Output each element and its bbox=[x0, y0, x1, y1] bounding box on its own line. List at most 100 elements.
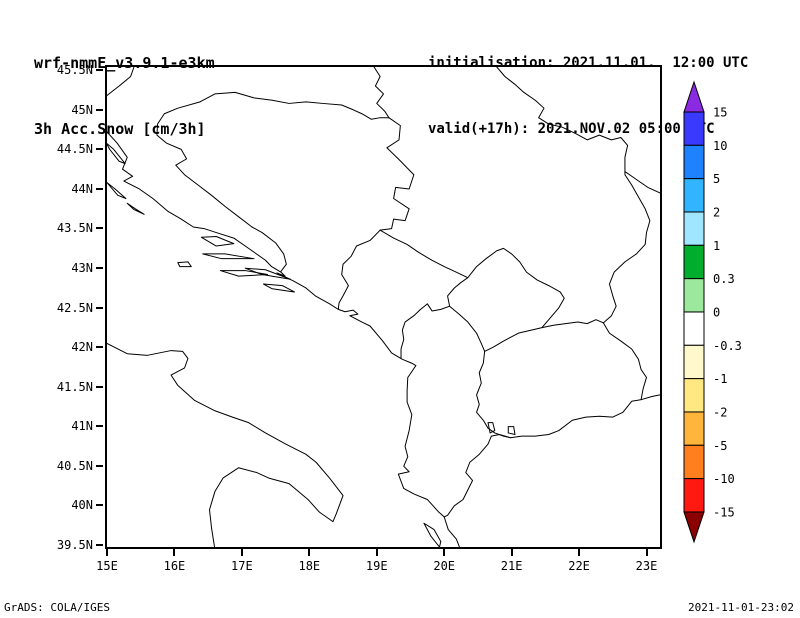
lat-tick-mark bbox=[96, 108, 103, 111]
island-hvar bbox=[203, 254, 254, 259]
lat-tick-label: 40N bbox=[71, 498, 93, 513]
colorbar-label: 2 bbox=[713, 205, 720, 219]
map-svg bbox=[107, 67, 660, 547]
colorbar-label: -2 bbox=[713, 405, 727, 419]
map-plot-area: 45.5N 45N 44.5N 44N 43.5N 43N 42.5N 42N 41.5N 41N… bbox=[57, 63, 662, 573]
lon-tick-label: 15E bbox=[96, 559, 118, 573]
lat-tick-label: 45N bbox=[71, 102, 93, 117]
lat-tick-mark bbox=[96, 148, 103, 151]
border-croatia-bosnia-west bbox=[157, 102, 286, 272]
creation-timestamp: 2021-11-01-23:02 bbox=[688, 601, 794, 614]
border-montenegro-albania bbox=[401, 304, 450, 359]
island-korcula bbox=[220, 271, 267, 277]
border-macedonia-greece bbox=[510, 400, 641, 438]
border-croatia-serbia-danube bbox=[374, 67, 389, 118]
lat-tick-label: 45.5N bbox=[56, 63, 93, 78]
colorbar-segment bbox=[683, 444, 705, 480]
lake-ohrid bbox=[488, 423, 495, 433]
border-bulgaria-macedonia bbox=[603, 323, 646, 400]
colorbar-segment bbox=[683, 378, 705, 413]
colorbar-label: 5 bbox=[713, 172, 720, 186]
border-albania-greece bbox=[444, 435, 510, 517]
lat-tick-label: 44.5N bbox=[56, 142, 93, 157]
lat-tick-mark bbox=[96, 227, 103, 230]
lon-tick-mark bbox=[106, 549, 108, 556]
lat-tick-label: 41.5N bbox=[56, 379, 93, 394]
lon-tick-mark bbox=[443, 549, 446, 556]
colorbar-segment bbox=[683, 411, 705, 446]
plot-time-block: initialisation: 2021.11.01. 12:00 UTC va… bbox=[428, 8, 748, 184]
plot-title-block: wrf-nmmE_v3.9.1-e3km 3h Acc.Snow [cm/3h] bbox=[34, 8, 215, 184]
colorbar-label: -5 bbox=[713, 439, 727, 453]
valid-time: valid(+17h): 2021.NOV.02 05:00 UTC bbox=[428, 121, 715, 137]
colorbar-segment bbox=[683, 344, 705, 380]
island-dugi-otok bbox=[107, 183, 126, 199]
lat-tick-mark bbox=[96, 504, 103, 507]
lon-tick-mark bbox=[308, 549, 311, 556]
lat-tick-label: 43N bbox=[71, 261, 93, 276]
colorbar-label: 0.3 bbox=[713, 272, 735, 286]
colorbar: 15 10 5 2 1 0.3 0 -0.3 -1 -2 -5 -10 -15 bbox=[683, 80, 742, 544]
coastline-east-adriatic bbox=[107, 132, 460, 547]
border-bosnia-montenegro bbox=[338, 230, 380, 309]
lon-tick-label: 22E bbox=[568, 559, 590, 573]
lon-tick-mark bbox=[510, 549, 513, 556]
lon-tick-label: 20E bbox=[433, 559, 456, 573]
colorbar-label: -15 bbox=[713, 505, 735, 519]
colorbar-segment bbox=[683, 244, 705, 280]
init-time: initialisation: 2021.11.01. 12:00 UTC bbox=[428, 55, 749, 71]
lat-tick-label: 43.5N bbox=[56, 221, 93, 236]
lat-tick-mark bbox=[96, 267, 103, 270]
colorbar-segment bbox=[683, 311, 705, 346]
colorbar-label: 10 bbox=[713, 139, 727, 153]
colorbar-label: -1 bbox=[713, 372, 727, 386]
colorbar-label: 15 bbox=[713, 106, 727, 120]
lat-tick-label: 44N bbox=[71, 181, 93, 196]
lat-tick-mark bbox=[96, 187, 103, 190]
border-serbia-romania-danube bbox=[497, 67, 660, 193]
grads-stamp: GrADS: COLA/IGES bbox=[4, 601, 110, 614]
colorbar-label: 0 bbox=[713, 305, 720, 319]
border-serbia-macedonia bbox=[542, 320, 603, 328]
lon-tick-mark bbox=[578, 549, 581, 556]
island-brac bbox=[201, 237, 233, 247]
lon-tick-mark bbox=[173, 549, 176, 556]
coastline-italy bbox=[107, 343, 343, 547]
lat-tick-mark bbox=[96, 69, 103, 72]
lat-tick-label: 40.5N bbox=[56, 458, 93, 473]
lat-tick-mark bbox=[96, 385, 103, 388]
colorbar-arrow-bottom bbox=[683, 511, 705, 544]
lon-tick-label: 23E bbox=[635, 559, 658, 573]
lat-tick-mark bbox=[96, 464, 103, 467]
colorbar-segment bbox=[683, 111, 705, 146]
island-vis bbox=[178, 262, 191, 267]
border-bosnia-serbia-drina bbox=[380, 118, 414, 230]
lat-tick-label: 41N bbox=[71, 419, 93, 434]
lon-tick-label: 16E bbox=[163, 559, 186, 573]
lat-tick-label: 42.5N bbox=[56, 300, 93, 315]
border-kosovo bbox=[448, 248, 565, 351]
colorbar-label: 1 bbox=[713, 239, 720, 253]
border-serbia-bulgaria bbox=[603, 172, 650, 323]
border-serbia-montenegro bbox=[380, 230, 468, 278]
colorbar-arrow-top bbox=[683, 80, 705, 113]
border-croatia-bosnia-sava bbox=[200, 92, 389, 119]
colorbar-segment bbox=[683, 478, 705, 513]
lon-tick-label: 17E bbox=[231, 559, 253, 573]
lon-tick-mark bbox=[240, 549, 243, 556]
lon-tick-label: 18E bbox=[298, 559, 321, 573]
island-corfu bbox=[424, 523, 441, 547]
peninsula-peljesac bbox=[245, 268, 290, 279]
lat-tick-mark bbox=[96, 544, 103, 547]
lat-tick-mark bbox=[96, 346, 103, 349]
colorbar-label: -0.3 bbox=[713, 339, 742, 353]
border-bulgaria-greece bbox=[641, 395, 660, 400]
colorbar-segment bbox=[683, 211, 705, 246]
lon-tick-label: 19E bbox=[365, 559, 388, 573]
colorbar-segment bbox=[683, 278, 705, 313]
lat-tick-label: 42N bbox=[71, 340, 93, 355]
border-albania-macedonia bbox=[477, 351, 511, 437]
colorbar-segment bbox=[683, 144, 705, 180]
model-name: wrf-nmmE_v3.9.1-e3km bbox=[34, 54, 215, 72]
field-name: 3h Acc.Snow [cm/3h] bbox=[34, 120, 206, 138]
